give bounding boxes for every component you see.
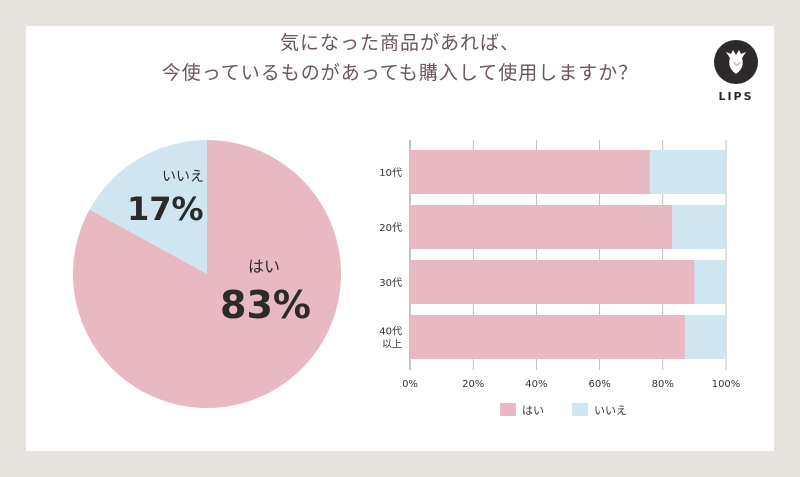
- category-label: 以上: [382, 339, 402, 351]
- chart-title: 気になった商品があれば、 今使っているものがあっても購入して使用しますか？: [0, 28, 800, 88]
- legend-swatch-yes: [500, 403, 516, 416]
- category-label: 10代: [379, 167, 402, 179]
- x-tick-labels: 0% 20% 40% 60% 80% 100%: [402, 379, 740, 390]
- category-label: 30代: [379, 277, 402, 289]
- title-line-1: 気になった商品があれば、: [279, 32, 520, 54]
- pie-slice-yes: [72, 140, 341, 408]
- pie-pct-no: 17%: [127, 190, 204, 228]
- bar-no: [650, 150, 726, 194]
- deer-logo-icon: [714, 40, 758, 84]
- x-tick-label: 60%: [588, 379, 610, 390]
- x-tick-label: 100%: [712, 379, 741, 390]
- legend-swatch-no: [572, 403, 588, 416]
- x-tick-label: 20%: [462, 379, 484, 390]
- bar-series: [410, 150, 726, 359]
- pie-label-no: いいえ: [162, 169, 204, 185]
- bar-yes: [410, 315, 685, 359]
- logo-text: LIPS: [718, 90, 754, 103]
- lips-logo: LIPS: [712, 38, 760, 108]
- title-line-2: 今使っているものがあっても購入して使用しますか？: [161, 62, 639, 84]
- pie-pct-yes: 83%: [220, 283, 311, 327]
- x-tick-label: 80%: [652, 379, 674, 390]
- legend-label-no: いいえ: [594, 404, 627, 417]
- bar-no: [672, 205, 726, 249]
- pie-label-yes: はい: [248, 257, 280, 276]
- pie-slice-no: [89, 140, 207, 274]
- bar-no: [684, 315, 726, 359]
- bar-no: [694, 260, 726, 304]
- category-label: 20代: [379, 222, 402, 234]
- category-label: 40代: [379, 326, 402, 338]
- x-tick-label: 0%: [402, 379, 418, 390]
- x-tick-label: 40%: [525, 379, 547, 390]
- bar-yes: [410, 260, 695, 304]
- bar-yes: [410, 205, 673, 249]
- pie-chart: いいえ 17% はい 83%: [72, 140, 341, 408]
- legend: はい いいえ: [500, 403, 627, 417]
- bar-yes: [410, 150, 651, 194]
- legend-label-yes: はい: [522, 404, 544, 417]
